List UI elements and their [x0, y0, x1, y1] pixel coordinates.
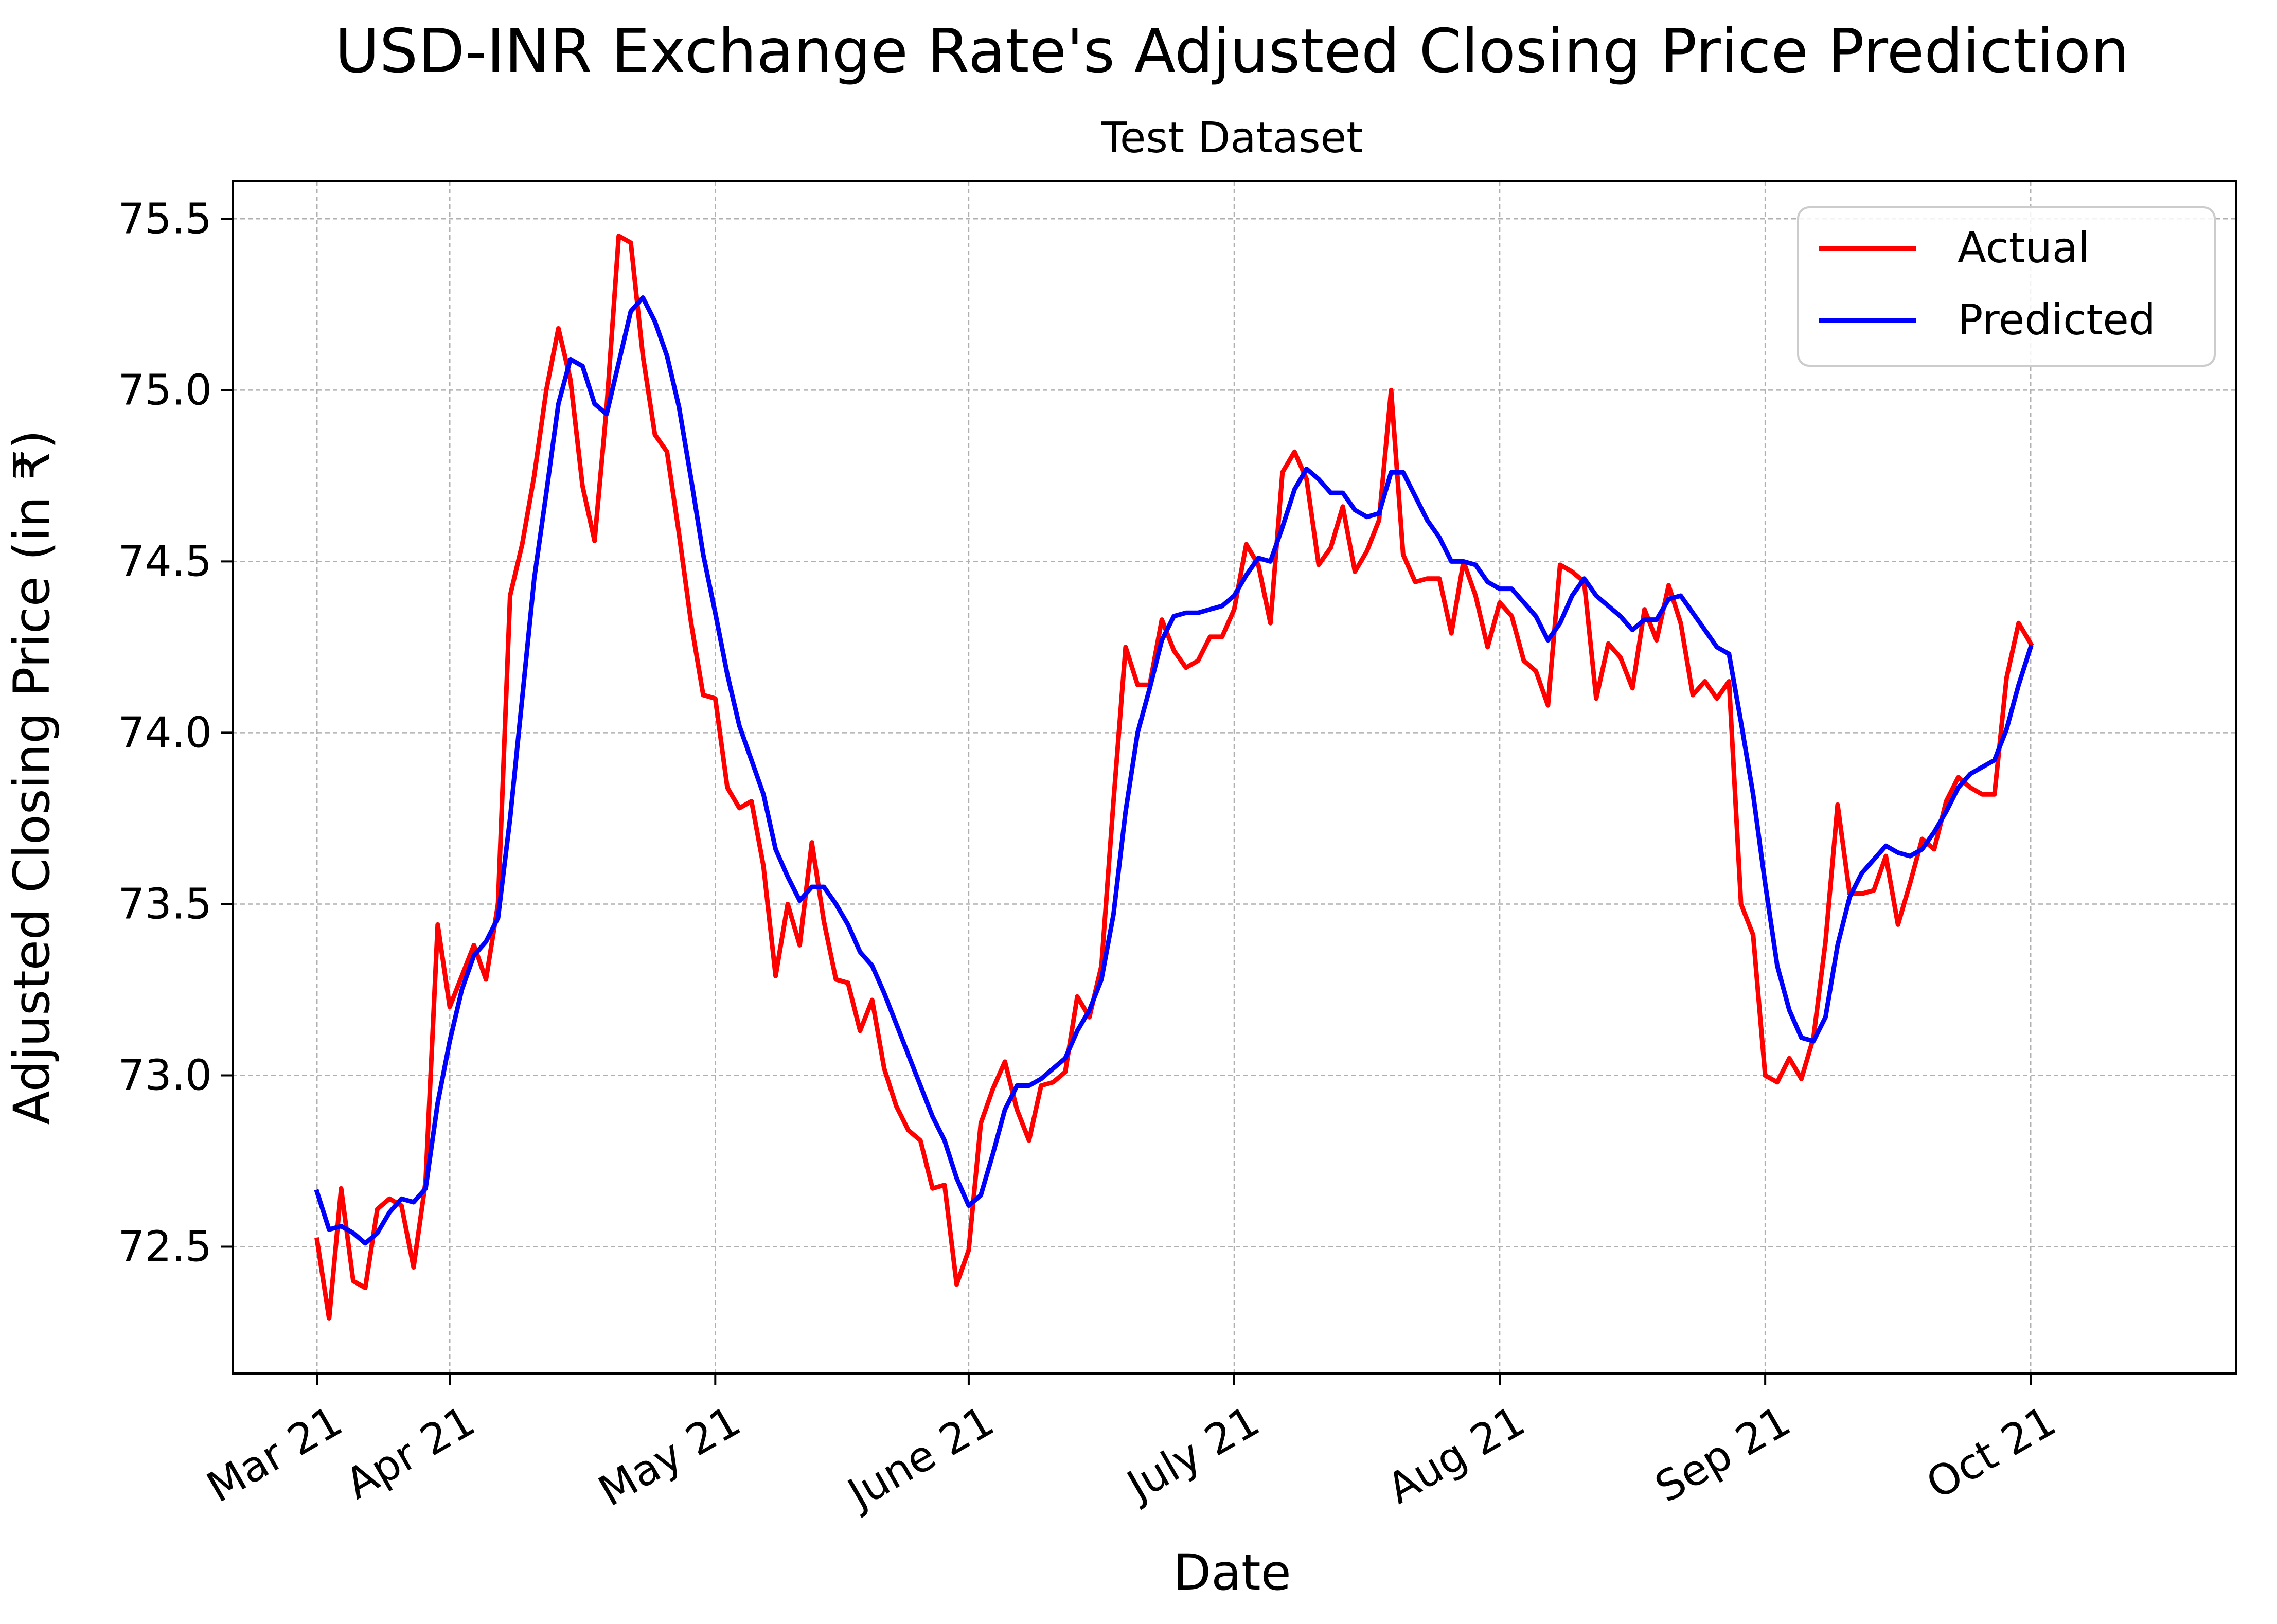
- plot-frame: [232, 180, 2237, 1375]
- legend-label-actual: Actual: [1958, 224, 2090, 273]
- chart-title: USD-INR Exchange Rate's Adjusted Closing…: [335, 15, 2129, 86]
- series-lines: [314, 234, 2034, 1321]
- legend: Actual Predicted: [1797, 206, 2216, 367]
- y-tick-label: 75.0: [118, 366, 212, 415]
- y-axis-label: Adjusted Closing Price (in ₹): [3, 430, 61, 1125]
- legend-label-predicted: Predicted: [1958, 296, 2156, 345]
- chart-subtitle: Test Dataset: [1101, 114, 1363, 163]
- y-tick-label: 74.0: [118, 708, 212, 757]
- series-line-actual: [314, 234, 2034, 1321]
- series-line-predicted: [314, 295, 2034, 1246]
- y-tick-label: 72.5: [118, 1223, 212, 1272]
- y-tick-label: 73.0: [118, 1051, 212, 1100]
- y-tick-label: 75.5: [118, 194, 212, 243]
- gridlines: [233, 181, 2236, 1373]
- y-tick-label: 73.5: [118, 880, 212, 929]
- y-tick-label: 74.5: [118, 537, 212, 586]
- x-axis-label: Date: [1173, 1544, 1291, 1601]
